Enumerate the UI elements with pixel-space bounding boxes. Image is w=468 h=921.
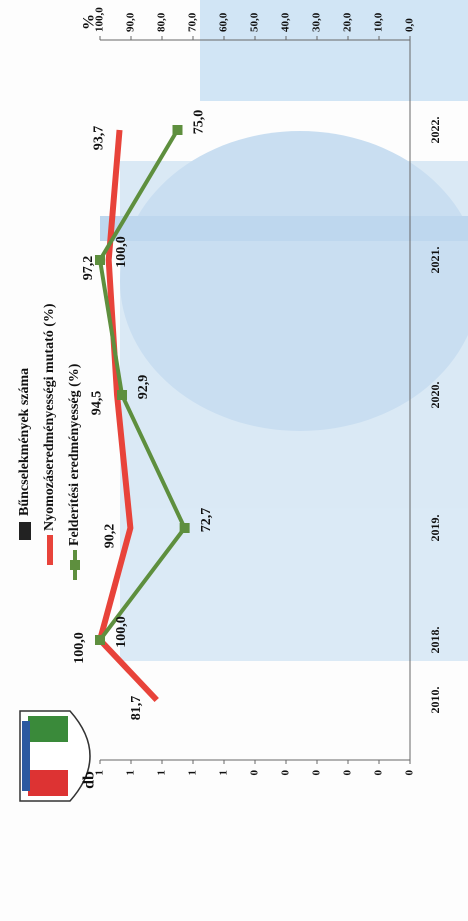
marker [179, 523, 190, 533]
y2-tick-label: 0,0 [404, 18, 416, 32]
data-label: 100,0 [114, 616, 129, 648]
x-tick-label: 2022. [428, 117, 442, 144]
y2-tick-label: 40,0 [280, 12, 292, 32]
marker [172, 125, 183, 135]
legend-label: Felderítési eredményesség (%) [67, 363, 82, 546]
y2-tick-label: 90,0 [125, 12, 137, 32]
y-tick-label: 0 [249, 770, 261, 776]
legend-label: Nyomozáseredményességi mutató (%) [42, 303, 57, 531]
y-tick-label: 1 [187, 770, 199, 776]
x-tick-label: 2010. [428, 687, 442, 714]
data-label: 92,9 [136, 375, 151, 400]
data-label: 100,0 [114, 236, 129, 268]
x-tick-label: 2018. [428, 627, 442, 654]
y-axis-label: db [81, 771, 98, 789]
data-label: 81,7 [129, 696, 144, 721]
y-tick-label: 0 [404, 770, 416, 776]
y-tick-label: 0 [311, 770, 323, 776]
legend-swatch [70, 560, 80, 570]
data-label: 100,0 [72, 632, 87, 664]
y2-tick-label: 20,0 [342, 12, 354, 32]
marker [95, 635, 105, 645]
y2-axis-label: % [81, 14, 98, 30]
marker [117, 390, 128, 400]
y-tick-label: 0 [280, 770, 292, 776]
marker [95, 255, 105, 265]
data-label: 97,2 [81, 256, 96, 281]
y-tick-label: 1 [156, 770, 168, 776]
logo [19, 710, 91, 802]
y-tick-label: 1 [218, 770, 230, 776]
x-tick-label: 2021. [428, 247, 442, 274]
y-tick-label: 0 [373, 770, 385, 776]
legend-label: Bűncselekmények száma [17, 368, 32, 516]
y-tick-label: 1 [94, 770, 106, 776]
y2-tick-label: 50,0 [249, 12, 261, 32]
y2-tick-label: 30,0 [311, 12, 323, 32]
y-tick-label: 1 [125, 770, 137, 776]
data-label: 90,2 [103, 524, 118, 549]
background-photo [100, 0, 468, 661]
y-tick-label: 0 [342, 770, 354, 776]
y2-tick-label: 100,0 [94, 7, 106, 32]
data-label: 75,0 [192, 110, 207, 135]
x-tick-label: 2020. [428, 382, 442, 409]
y2-tick-label: 60,0 [218, 12, 230, 32]
y2-tick-label: 80,0 [156, 12, 168, 32]
data-label: 93,7 [92, 126, 107, 151]
y2-tick-label: 70,0 [187, 12, 199, 32]
x-tick-label: 2019. [428, 515, 442, 542]
series-line [97, 129, 159, 703]
data-label: 72,7 [199, 508, 214, 533]
data-label: 94,5 [89, 391, 104, 416]
y2-tick-label: 10,0 [373, 12, 385, 32]
legend-swatch [19, 522, 31, 540]
